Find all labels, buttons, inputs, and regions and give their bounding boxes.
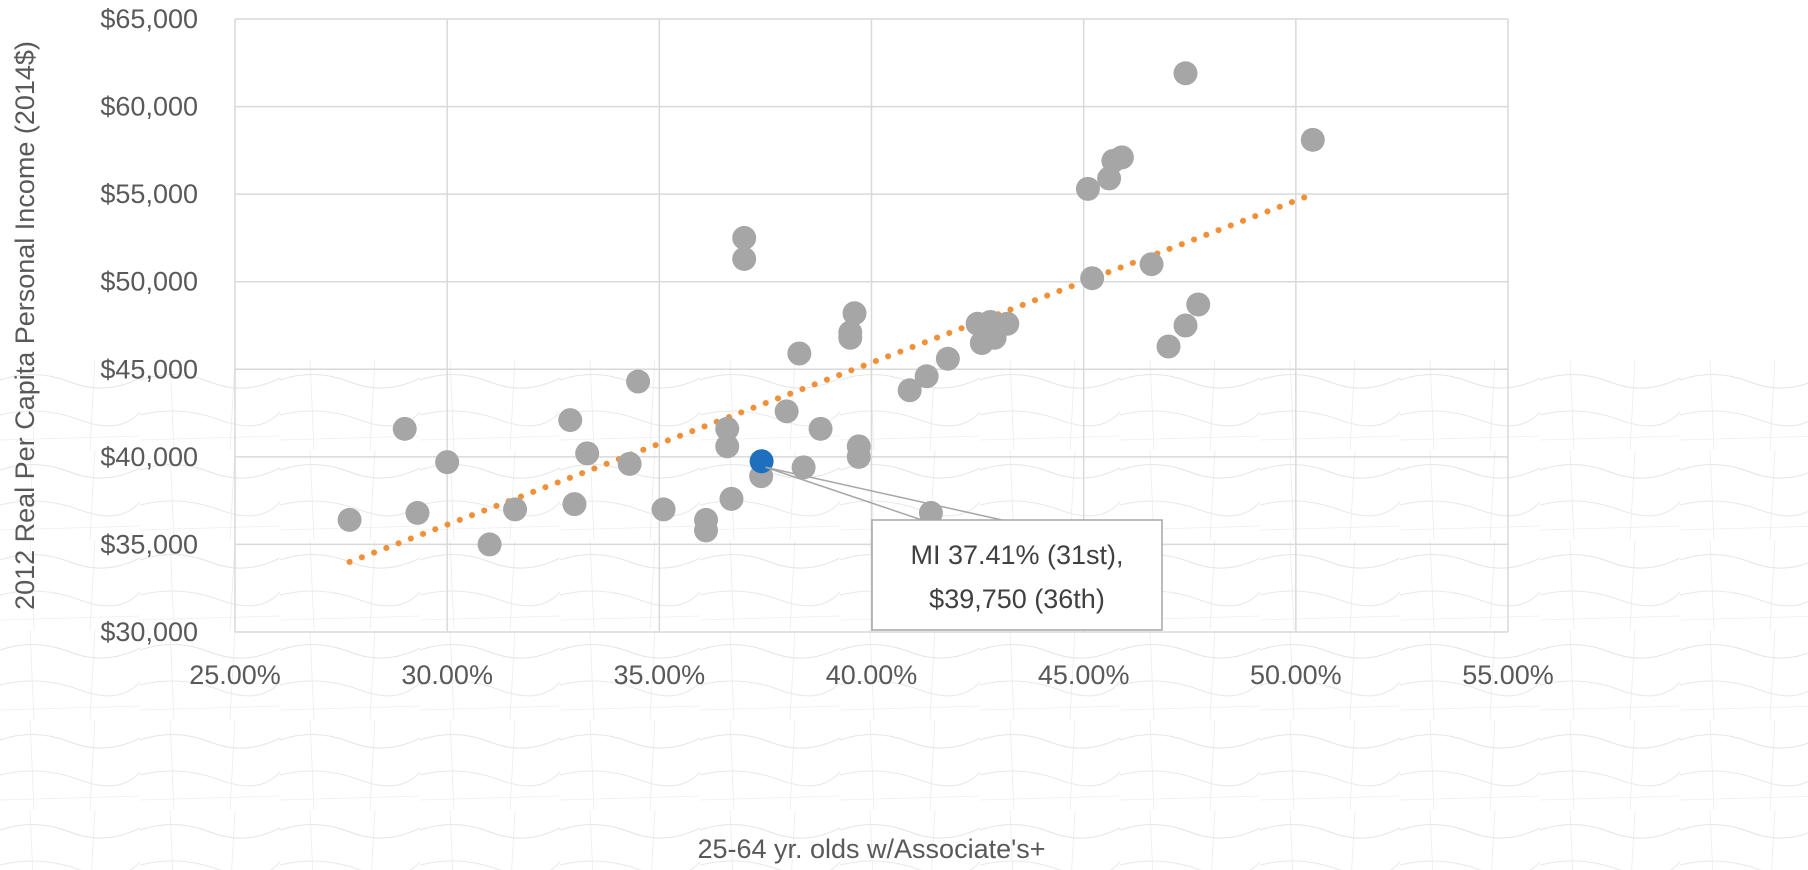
data-point: [774, 399, 799, 424]
x-tick-label: 50.00%: [1250, 660, 1342, 690]
data-point: [1300, 127, 1325, 152]
x-tick-label: 40.00%: [826, 660, 918, 690]
data-point: [1075, 176, 1100, 201]
data-point: [337, 507, 362, 532]
data-point: [405, 500, 430, 525]
data-point: [787, 341, 812, 366]
y-tick-label: $60,000: [100, 92, 198, 122]
x-axis-title: 25-64 yr. olds w/Associate's+: [697, 834, 1045, 864]
data-point: [1186, 292, 1211, 317]
data-point: [694, 518, 719, 543]
x-tick-label: 30.00%: [401, 660, 493, 690]
y-tick-label: $65,000: [100, 4, 198, 34]
y-axis-tick-labels: $30,000 $35,000 $40,000 $45,000 $50,000 $55,0…: [100, 4, 198, 647]
data-point: [626, 369, 651, 394]
data-point: [1080, 266, 1105, 291]
data-point: [1173, 61, 1198, 86]
data-point: [808, 416, 833, 441]
data-point: [651, 497, 676, 522]
mi-callout: MI 37.41% (31st), $39,750 (36th): [765, 466, 1163, 631]
x-tick-label: 45.00%: [1038, 660, 1130, 690]
data-point: [435, 450, 460, 475]
data-point: [617, 451, 642, 476]
data-point: [1156, 334, 1181, 359]
x-tick-label: 35.00%: [614, 660, 706, 690]
data-point: [918, 500, 943, 525]
callout-box: [871, 519, 1163, 631]
data-point: [562, 492, 587, 517]
data-point: [935, 346, 960, 371]
y-axis-title: 2012 Real Per Capita Personal Income (20…: [10, 41, 40, 610]
data-point: [732, 246, 757, 271]
callout-text-line-2: $39,750 (36th): [929, 584, 1105, 614]
data-point: [846, 444, 871, 469]
callout-text-line-1: MI 37.41% (31st),: [910, 540, 1123, 570]
y-tick-label: $55,000: [100, 179, 198, 209]
data-point: [842, 301, 867, 326]
y-tick-label: $40,000: [100, 442, 198, 472]
callout-leader-line: [765, 466, 1003, 521]
data-point: [575, 441, 600, 466]
data-point: [995, 311, 1020, 336]
data-point: [715, 416, 740, 441]
data-point: [897, 378, 922, 403]
y-tick-label: $45,000: [100, 354, 198, 384]
data-point: [791, 455, 816, 480]
y-tick-label: $35,000: [100, 529, 198, 559]
data-point: [732, 225, 757, 250]
data-point: [1109, 145, 1134, 170]
x-tick-label: 55.00%: [1462, 660, 1554, 690]
x-tick-label: 25.00%: [189, 660, 281, 690]
y-tick-label: $30,000: [100, 617, 198, 647]
callout-leader-line: [765, 466, 923, 521]
data-point: [1139, 252, 1164, 277]
data-point-highlight: [749, 449, 774, 474]
x-axis-tick-labels: 25.00% 30.00% 35.00% 40.00% 45.00% 50.00% 55.0…: [189, 660, 1554, 690]
data-point: [558, 408, 583, 433]
data-point: [1173, 313, 1198, 338]
data-point: [503, 497, 528, 522]
data-point: [914, 364, 939, 389]
data-point: [392, 416, 417, 441]
data-point: [838, 325, 863, 350]
data-point: [477, 532, 502, 557]
data-point: [719, 486, 744, 511]
data-point: [715, 434, 740, 459]
data-points: [337, 61, 1325, 557]
y-tick-label: $50,000: [100, 267, 198, 297]
